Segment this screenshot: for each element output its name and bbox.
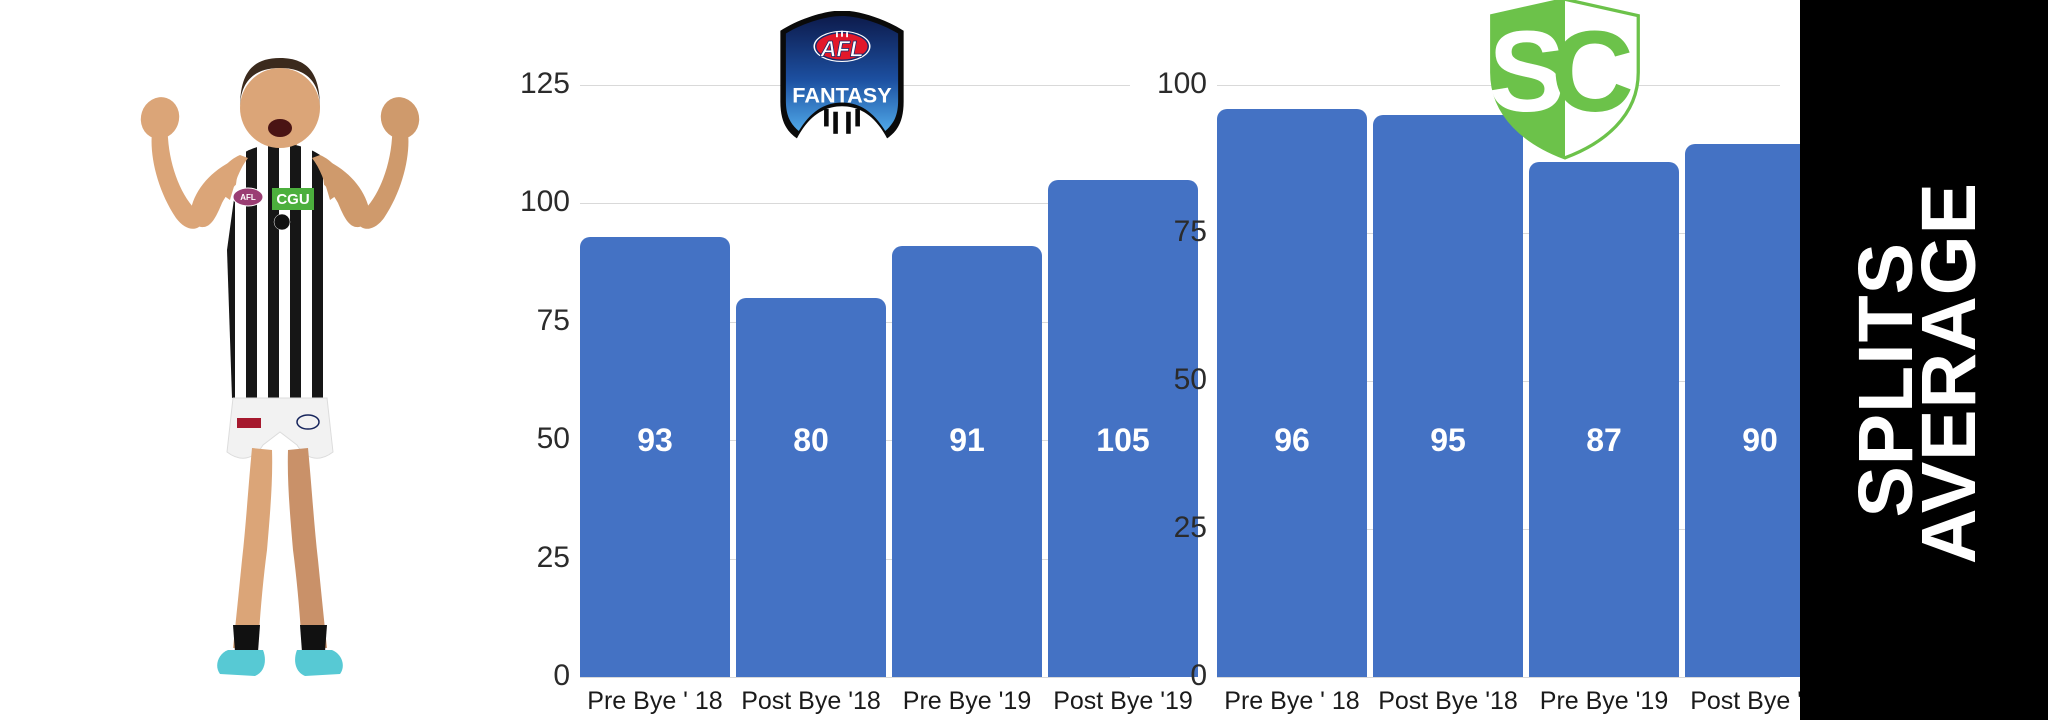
svg-text:AFL: AFL bbox=[240, 193, 256, 202]
svg-text:CGU: CGU bbox=[276, 191, 309, 208]
svg-text:C: C bbox=[1551, 8, 1634, 136]
svg-text:AFL: AFL bbox=[820, 37, 864, 62]
svg-text:FANTASY: FANTASY bbox=[792, 85, 891, 108]
